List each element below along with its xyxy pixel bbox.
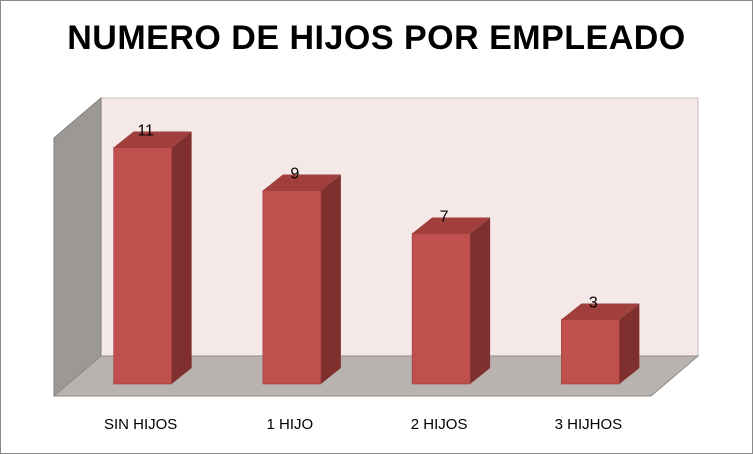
bar-side [320, 174, 341, 384]
bar-front [113, 147, 172, 385]
bar [113, 131, 192, 385]
bar-top [113, 131, 192, 148]
bar [561, 303, 640, 385]
chart-title: NUMERO DE HIJOS POR EMPLEADO [67, 19, 686, 57]
bar-top [561, 303, 640, 320]
category-label: SIN HIJOS [104, 416, 177, 433]
bar-top [412, 217, 491, 234]
category-label: 3 HIJHOS [555, 416, 623, 433]
data-label: 9 [290, 166, 299, 183]
category-label: 1 HIJO [267, 416, 314, 433]
bar [411, 217, 491, 385]
bar [262, 174, 341, 385]
data-label: 11 [137, 123, 154, 140]
category-axis-labels: SIN HIJOS 1 HIJO 2 HIJOS 3 HIJHOS [104, 416, 622, 433]
bar-front [262, 190, 322, 385]
bar-top [262, 174, 341, 191]
bar-front [411, 233, 471, 385]
bar-front [561, 319, 620, 385]
chart-floor [52, 355, 700, 397]
data-label: 3 [589, 295, 598, 312]
data-label: 7 [440, 209, 449, 226]
bar-side [619, 303, 640, 384]
bar-side [171, 131, 192, 384]
bar-series: 11 9 7 3 [113, 123, 640, 385]
category-label: 2 HIJOS [411, 416, 468, 433]
chart-side-wall [53, 96, 102, 398]
bar-side [470, 217, 491, 384]
